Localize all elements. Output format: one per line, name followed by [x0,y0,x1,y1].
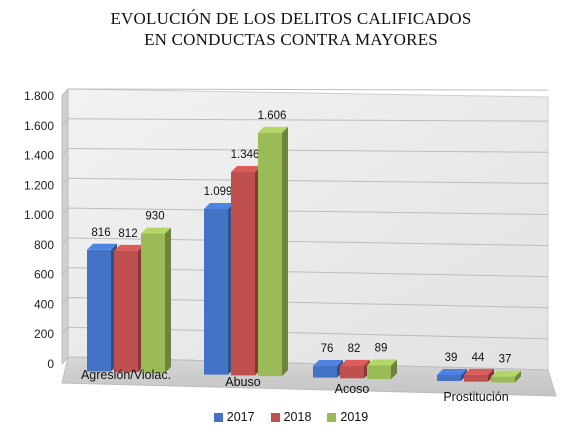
gridline-side [61,297,69,305]
bar-2019-Prostitución [491,370,521,383]
data-label: 39 [445,352,458,364]
y-tick-label: 600 [34,268,54,282]
y-tick-label: 1.800 [24,89,54,103]
gridline [67,118,549,122]
data-label: 76 [321,343,334,355]
data-label: 812 [118,228,137,240]
legend-item-2018: 2018 [270,410,312,424]
legend-item-2017: 2017 [213,410,255,424]
bar-2019-Agresión/Violac. [141,227,171,373]
y-tick-label: 1.200 [24,178,54,192]
legend-label: 2017 [226,410,255,424]
chart-title-line-1: EVOLUCIÓN DE LOS DELITOS CALIFICADOS [110,9,472,28]
y-tick-label: 800 [34,238,54,252]
data-label: 930 [145,211,164,223]
side-wall [61,87,69,366]
gridline-side [61,326,69,335]
gridline-side [61,148,69,156]
gridline-side [61,118,69,127]
bar-2018-Abuso [231,165,261,376]
legend: 2017 2018 2019 [0,410,582,424]
y-tick-label: 0 [47,357,54,371]
gridline [67,177,549,184]
bar-2019-Abuso [258,126,288,377]
data-label: 89 [375,342,388,354]
bar-2018-Agresión/Violac. [114,244,144,373]
gridline-side [61,88,69,97]
data-label: 816 [91,227,110,239]
gridline-side [61,267,69,275]
bar-2018-Acoso [340,359,370,379]
category-label: Acoso [335,382,370,396]
legend-swatch [327,413,337,422]
category-label: Prostitución [443,390,508,404]
y-tick-label: 1.600 [24,119,54,133]
gridline-side [61,237,69,246]
gridline [67,148,549,153]
legend-swatch [213,413,223,422]
legend-item-2019: 2019 [327,410,368,424]
gridline-side [61,207,69,216]
chart-title-line-2: EN CONDUCTAS CONTRA MAYORES [144,30,438,49]
bar-2017-Agresión/Violac. [87,243,117,372]
legend-label: 2018 [283,410,312,424]
bar-2017-Abuso [204,202,234,375]
data-label: 82 [348,343,361,355]
gridline-side [61,178,69,186]
legend-swatch [270,413,280,422]
y-tick-label: 200 [34,327,54,341]
bar-2018-Prostitución [464,368,494,382]
gridline [67,207,549,215]
data-label: 1.606 [258,110,287,122]
data-label: 44 [472,352,485,364]
gridline-side [61,356,69,365]
y-tick-label: 400 [34,297,54,311]
legend-label: 2019 [340,410,369,424]
chart-title: EVOLUCIÓN DE LOS DELITOS CALIFICADOS EN … [0,8,582,50]
y-tick-label: 1.400 [24,149,54,163]
data-label: 37 [499,354,512,366]
gridline [67,88,549,91]
bar-2019-Acoso [367,359,397,380]
data-label: 1.099 [204,186,233,198]
bar-2017-Acoso [313,360,343,378]
category-label: Agresión/Violac. [81,368,171,382]
category-label: Abuso [225,375,260,389]
data-label: 1.346 [231,149,260,161]
bar-2017-Prostitución [437,368,467,381]
y-tick-label: 1.000 [24,208,54,222]
